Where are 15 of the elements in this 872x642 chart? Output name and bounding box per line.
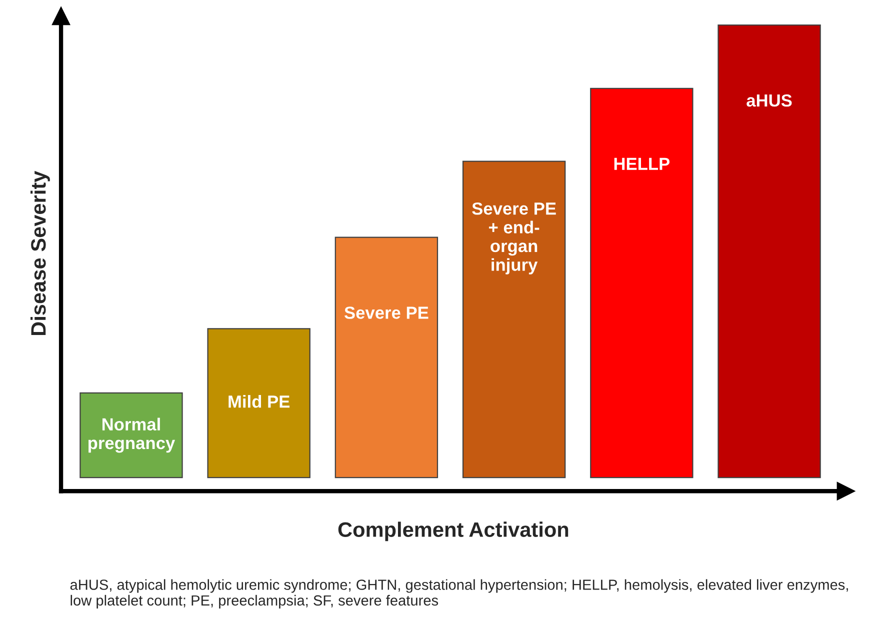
x-tick-label: Mild PE [228, 395, 290, 408]
y-axis-title: Disease Severity [30, 170, 50, 336]
x-tick-label: HELLP [614, 158, 670, 170]
x-axis-title: Complement Activation [338, 522, 568, 542]
x-tick-label: Severe PE [344, 306, 428, 319]
x-tick-label: Normal pregnancy [88, 418, 176, 453]
bar [462, 160, 566, 478]
x-tick-label: aHUS [746, 94, 792, 107]
bar [207, 328, 310, 478]
text: aHUS, atypical hemolytic uremic syndrome; GHTN, gestational hypertension; HELLP, hemolysis, elevated liver enzymes, low platelet count; PE, preeclampsia; SF, severe features [70, 579, 848, 608]
bar [590, 88, 694, 478]
bar [718, 24, 821, 478]
bar [80, 392, 183, 478]
bar [334, 236, 438, 478]
x-tick-label: Severe PE + end- organ injury [472, 202, 556, 274]
